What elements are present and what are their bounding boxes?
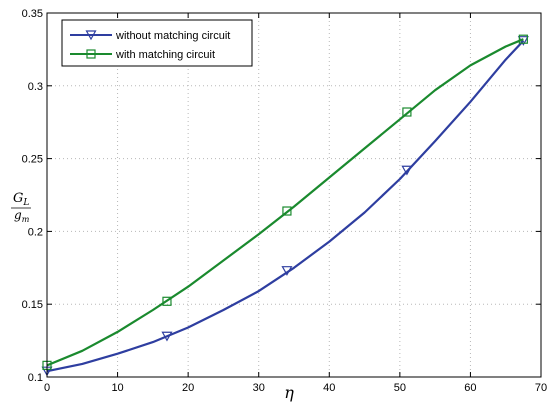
series-marker-triangle — [161, 331, 173, 342]
y-label-denominator-sub: m — [22, 215, 30, 224]
legend-label-without: without matching circuit — [115, 30, 230, 42]
y-tick-label: 0.15 — [22, 299, 43, 311]
series-line-1 — [46, 38, 524, 367]
x-tick-label: 20 — [182, 382, 194, 394]
legend: without matching circuit with matching c… — [61, 19, 253, 67]
axis-ticks: 0 10 20 30 40 50 60 70 0.1 0.15 0.2 0.25 0.3 0.35 — [22, 8, 548, 394]
y-axis-label: GL gm — [11, 191, 31, 224]
y-tick-label: 0.3 — [28, 81, 43, 93]
series-marker-square — [282, 206, 292, 216]
x-tick-label: 10 — [111, 382, 123, 394]
x-tick-label: 30 — [253, 382, 265, 394]
x-tick-label: 40 — [323, 382, 335, 394]
series-marker-square — [402, 107, 412, 117]
x-tick-label: 50 — [394, 382, 406, 394]
x-tick-label: 0 — [44, 382, 50, 394]
y-label-numerator: G — [13, 191, 23, 206]
y-tick-label: 0.25 — [22, 154, 43, 166]
grid-lines — [47, 13, 541, 377]
series-marker-square — [518, 34, 528, 44]
y-tick-label: 0.2 — [28, 226, 43, 238]
svg-text:gm: gm — [14, 208, 30, 224]
y-label-denominator: g — [14, 208, 22, 222]
y-label-numerator-sub: L — [22, 198, 29, 208]
legend-marker-without — [85, 30, 97, 41]
series-marker-triangle — [401, 165, 413, 176]
svg-text:GL: GL — [13, 191, 29, 208]
x-tick-label: 70 — [535, 382, 547, 394]
series-layer — [41, 34, 529, 377]
series-marker-square — [162, 296, 172, 306]
plot-frame — [46, 12, 542, 378]
x-axis-label: η — [284, 383, 294, 402]
series-line-0 — [46, 39, 525, 373]
legend-label-with: with matching circuit — [115, 49, 215, 61]
y-tick-label: 0.1 — [28, 372, 43, 384]
y-tick-label: 0.35 — [22, 8, 43, 20]
x-tick-label: 60 — [464, 382, 476, 394]
series-marker-triangle — [281, 266, 293, 276]
legend-marker-with — [86, 49, 96, 59]
